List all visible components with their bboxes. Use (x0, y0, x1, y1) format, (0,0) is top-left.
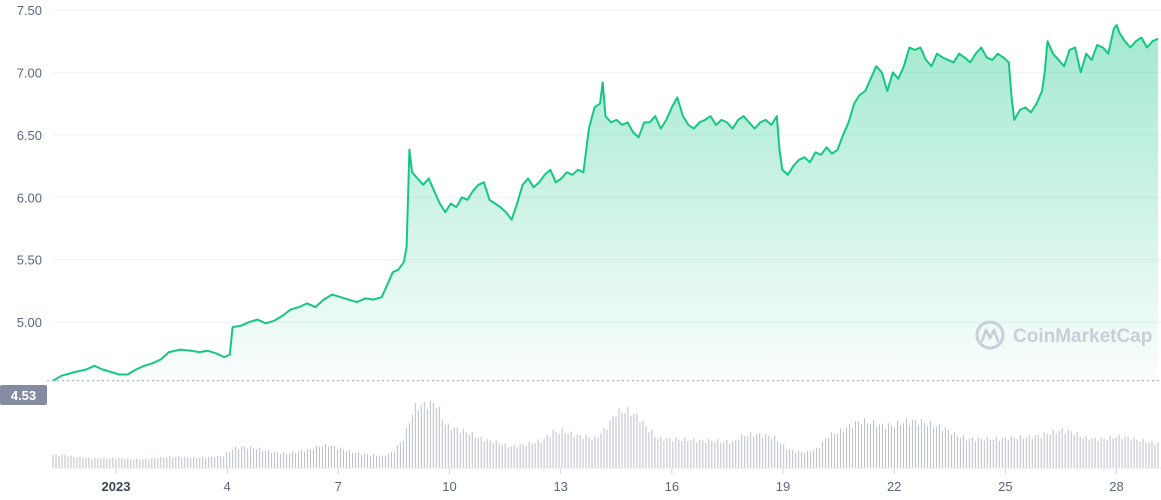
coinmarketcap-logo-icon (975, 320, 1005, 350)
y-tick-label: 7.50 (17, 3, 42, 18)
x-tick-label: 25 (998, 479, 1012, 494)
open-price-badge: 4.53 (0, 385, 47, 405)
x-tick-label: 22 (887, 479, 901, 494)
price-line (52, 24, 1159, 382)
y-tick-label: 5.50 (17, 253, 42, 268)
y-tick-label: 7.00 (17, 65, 42, 80)
y-tick-label: 6.00 (17, 190, 42, 205)
volume-bars (52, 400, 1159, 468)
x-axis-ticks: 2023 4 7 10 13 16 19 22 25 28 (53, 467, 1161, 494)
x-tick-label: 16 (665, 479, 679, 494)
price-area (52, 24, 1159, 382)
price-area-fill (53, 25, 1158, 381)
open-price-badge-bg (0, 385, 47, 405)
x-tick-label: 28 (1109, 479, 1123, 494)
x-tick-label: 7 (335, 479, 342, 494)
y-axis-ticks: 7.50 7.00 6.50 6.00 5.50 5.00 (17, 3, 42, 330)
y-tick-label: 5.00 (17, 315, 42, 330)
coinmarketcap-watermark: CoinMarketCap (975, 320, 1152, 350)
x-tick-label: 2023 (102, 479, 131, 494)
y-tick-label: 6.50 (17, 128, 42, 143)
x-tick-label: 4 (224, 479, 231, 494)
watermark-text: CoinMarketCap (1013, 326, 1152, 347)
open-price-label: 4.53 (11, 388, 36, 403)
x-tick-label: 19 (776, 479, 790, 494)
x-tick-label: 13 (553, 479, 567, 494)
x-tick-label: 10 (442, 479, 456, 494)
